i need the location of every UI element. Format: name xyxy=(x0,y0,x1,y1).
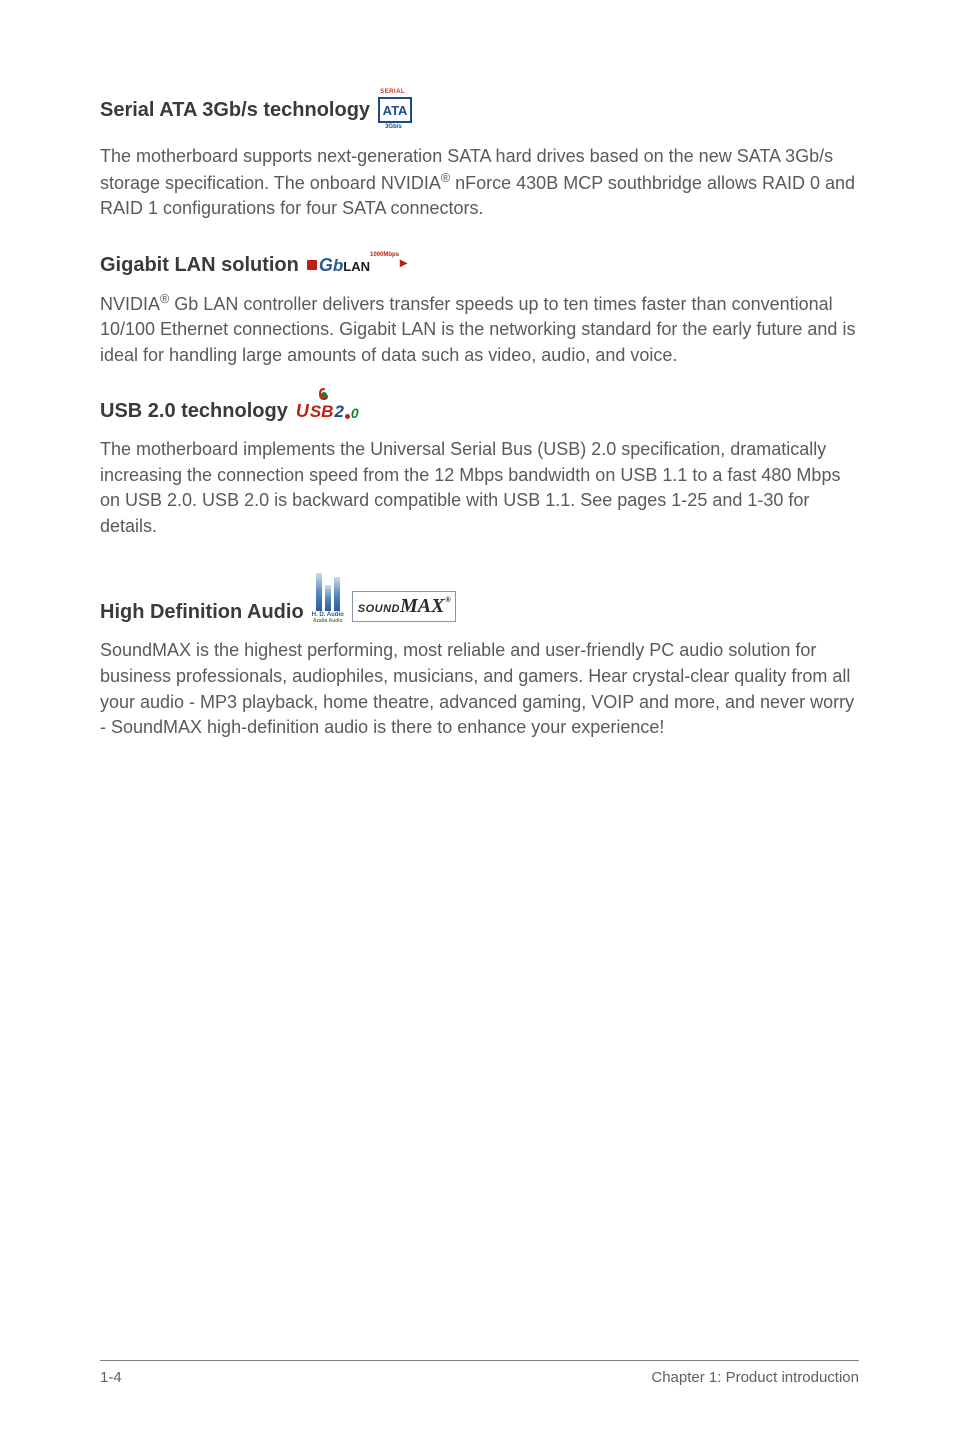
soundmax-logo: SOUND MAX ® xyxy=(352,591,456,622)
body-hd-audio: SoundMAX is the highest performing, most… xyxy=(100,638,859,740)
hdaudio-icon: H. D. Audio Azalia Audio SOUND MAX ® xyxy=(312,571,456,624)
section-hd-audio: High Definition Audio H. D. Audio Azalia… xyxy=(100,571,859,740)
footer-chapter: Chapter 1: Product introduction xyxy=(651,1369,859,1386)
usb-icon: U SB 2 0 xyxy=(296,401,359,422)
heading-text: Serial ATA 3Gb/s technology xyxy=(100,99,370,122)
body-gigabit-lan: NVIDIA® Gb LAN controller delivers trans… xyxy=(100,291,859,369)
footer-page-number: 1-4 xyxy=(100,1369,122,1386)
section-serial-ata: Serial ATA 3Gb/s technology SERIAL ATA 3… xyxy=(100,90,859,222)
heading-serial-ata: Serial ATA 3Gb/s technology SERIAL ATA 3… xyxy=(100,90,859,130)
section-gigabit-lan: Gigabit LAN solution G b LAN 1000Mbps ▸ … xyxy=(100,254,859,369)
gblan-icon: G b LAN 1000Mbps ▸ xyxy=(307,255,410,276)
heading-usb: USB 2.0 technology U SB 2 0 xyxy=(100,400,859,423)
body-usb: The motherboard implements the Universal… xyxy=(100,437,859,539)
heading-gigabit-lan: Gigabit LAN solution G b LAN 1000Mbps ▸ xyxy=(100,254,859,277)
section-usb: USB 2.0 technology U SB 2 0 The motherbo… xyxy=(100,400,859,539)
heading-hd-audio: High Definition Audio H. D. Audio Azalia… xyxy=(100,571,859,624)
heading-text: High Definition Audio xyxy=(100,601,304,624)
heading-text: USB 2.0 technology xyxy=(100,400,288,423)
body-serial-ata: The motherboard supports next-generation… xyxy=(100,144,859,222)
page-footer: 1-4 Chapter 1: Product introduction xyxy=(100,1360,859,1386)
heading-text: Gigabit LAN solution xyxy=(100,254,299,277)
sata-icon: SERIAL ATA 3Gb/s xyxy=(378,90,412,130)
